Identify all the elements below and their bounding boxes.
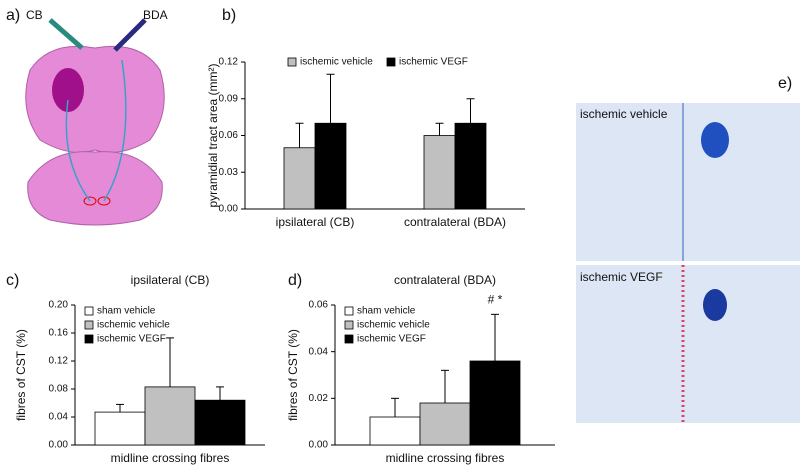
- panel-label: e): [778, 75, 792, 92]
- bar: [194, 399, 246, 446]
- y-axis-label: fibres of CST (%): [14, 329, 28, 421]
- legend-label: sham vehicle: [357, 306, 416, 317]
- panel-label: b): [222, 7, 236, 24]
- y-tick-label: 0.06: [309, 300, 329, 311]
- legend-swatch: [344, 306, 354, 316]
- legend-swatch: [344, 320, 354, 330]
- x-tick-label: ipsilateral (CB): [276, 215, 355, 229]
- y-tick-label: 0.12: [49, 356, 69, 367]
- y-tick-label: 0.04: [49, 412, 69, 423]
- x-tick-label: midline crossing fibres: [111, 451, 230, 465]
- y-tick-label: 0.12: [219, 57, 239, 68]
- tracer-label: CB: [26, 8, 43, 22]
- bar: [283, 147, 316, 210]
- legend-swatch: [84, 306, 94, 316]
- legend-label: ischemic VEGF: [357, 334, 426, 345]
- lesion: [52, 68, 84, 112]
- y-tick-label: 0.08: [49, 384, 69, 395]
- y-axis-label: fibres of CST (%): [286, 329, 300, 421]
- panel-label: d): [288, 272, 302, 289]
- micrograph: [576, 265, 800, 423]
- syringe: [113, 18, 147, 52]
- legend-swatch: [287, 57, 297, 67]
- chart-title: contralateral (BDA): [394, 273, 496, 287]
- bar: [314, 122, 347, 210]
- y-tick-label: 0.04: [309, 346, 329, 357]
- legend-label: ischemic vehicle: [300, 57, 373, 68]
- tract: [65, 59, 127, 202]
- legend-label: sham vehicle: [97, 306, 156, 317]
- bar: [454, 122, 487, 210]
- tracer-label: BDA: [143, 8, 168, 22]
- syringe: [48, 18, 84, 50]
- stain: [703, 289, 727, 321]
- y-tick-label: 0.09: [219, 93, 239, 104]
- micrograph-label: ischemic VEGF: [580, 270, 663, 284]
- y-tick-label: 0.00: [219, 204, 239, 215]
- panel-label: a): [6, 7, 20, 24]
- y-tick-label: 0.20: [49, 300, 69, 311]
- annotation: # *: [488, 293, 503, 307]
- x-tick-label: midline crossing fibres: [386, 451, 505, 465]
- y-tick-label: 0.03: [219, 167, 239, 178]
- y-tick-label: 0.06: [219, 130, 239, 141]
- legend-swatch: [344, 334, 354, 344]
- legend-swatch: [84, 320, 94, 330]
- bar: [369, 416, 421, 446]
- pyramid-marker: [97, 196, 111, 206]
- legend-label: ischemic vehicle: [97, 320, 170, 331]
- micrograph-label: ischemic vehicle: [580, 107, 668, 121]
- y-tick-label: 0.00: [309, 440, 329, 451]
- chart-title: ipsilateral (CB): [131, 273, 210, 287]
- brain-illustration: CB BDA: [25, 8, 168, 226]
- legend-swatch: [386, 57, 396, 67]
- panel-label: c): [6, 272, 19, 289]
- pyramid-marker: [83, 196, 97, 206]
- stain: [701, 122, 729, 158]
- x-tick-label: contralateral (BDA): [404, 215, 506, 229]
- y-tick-label: 0.02: [309, 393, 329, 404]
- y-tick-label: 0.00: [49, 440, 69, 451]
- legend-label: ischemic vehicle: [357, 320, 430, 331]
- bar: [144, 386, 196, 446]
- legend-label: ischemic VEGF: [399, 57, 468, 68]
- micrograph: [576, 103, 800, 261]
- y-axis-label: pyramidial tract area (mm²): [206, 63, 220, 207]
- bar: [469, 360, 521, 446]
- legend-label: ischemic VEGF: [97, 334, 166, 345]
- y-tick-label: 0.16: [49, 328, 69, 339]
- micrographs: ischemic vehicle ischemic VEGF: [576, 103, 800, 423]
- bar: [419, 402, 471, 446]
- bar: [94, 411, 146, 446]
- legend-swatch: [84, 334, 94, 344]
- bar: [423, 135, 456, 210]
- brain-section: [25, 45, 165, 153]
- brain-section: [27, 151, 163, 226]
